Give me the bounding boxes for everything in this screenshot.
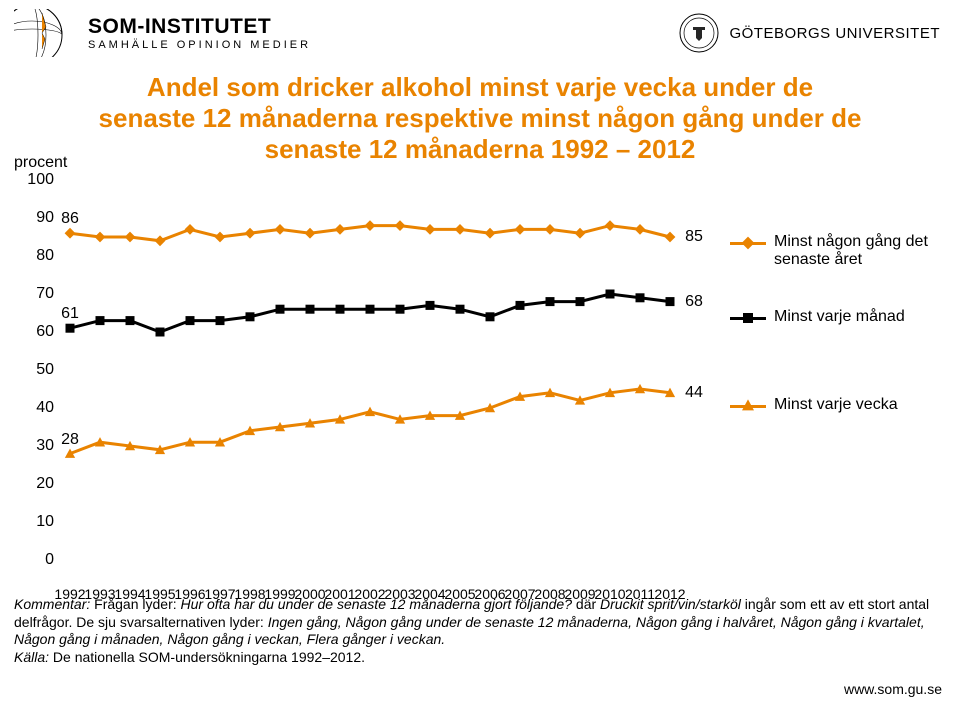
som-text: SOM-INSTITUTET SAMHÄLLE OPINION MEDIER: [88, 16, 311, 51]
series-end-value: 44: [685, 384, 703, 402]
series-start-value: 86: [61, 210, 79, 228]
footer-note: Kommentar: Frågan lyder: Hur ofta har du…: [14, 596, 946, 666]
title-line-2: senaste 12 månaderna respektive minst nå…: [50, 103, 910, 134]
chart-title: Andel som dricker alkohol minst varje ve…: [50, 72, 910, 166]
y-tick-label: 40: [24, 399, 54, 417]
kommentar-question-2: Druckit sprit/vin/starköl: [600, 596, 741, 612]
title-line-1: Andel som dricker alkohol minst varje ve…: [50, 72, 910, 103]
y-tick-label: 70: [24, 285, 54, 303]
y-tick-label: 20: [24, 475, 54, 493]
som-institute-tagline: SAMHÄLLE OPINION MEDIER: [88, 40, 311, 51]
gu-university-name: GÖTEBORGS UNIVERSITET: [729, 25, 940, 42]
kommentar-label: Kommentar:: [14, 596, 90, 612]
site-url: www.som.gu.se: [844, 681, 942, 697]
som-globe-icon: [14, 9, 78, 57]
line-chart: 0102030405060708090100199219931994199519…: [30, 180, 930, 580]
series-start-value: 28: [61, 431, 79, 449]
legend-label: Minst varje vecka: [774, 396, 934, 414]
kalla-text: De nationella SOM-undersökningarna 1992–…: [49, 649, 365, 665]
series-start-value: 61: [61, 305, 79, 323]
y-tick-label: 100: [24, 171, 54, 189]
y-tick-label: 0: [24, 551, 54, 569]
gu-seal-icon: [679, 13, 719, 53]
y-tick-label: 60: [24, 323, 54, 341]
legend-label: Minst varje månad: [774, 308, 934, 326]
series-end-value: 68: [685, 293, 703, 311]
kommentar-question-1: Hur ofta har du under de senaste 12 måna…: [181, 596, 573, 612]
header-bar: SOM-INSTITUTET SAMHÄLLE OPINION MEDIER G…: [0, 0, 960, 60]
kalla-label: Källa:: [14, 649, 49, 665]
series-end-value: 85: [685, 228, 703, 246]
kommentar-text-1: Frågan lyder:: [90, 596, 180, 612]
y-tick-label: 80: [24, 247, 54, 265]
som-institute-name: SOM-INSTITUTET: [88, 16, 311, 37]
y-tick-label: 10: [24, 513, 54, 531]
y-tick-label: 30: [24, 437, 54, 455]
gu-logo-block: GÖTEBORGS UNIVERSITET: [679, 13, 940, 53]
legend-triangle-icon: [742, 399, 754, 410]
y-tick-label: 90: [24, 209, 54, 227]
y-axis-title: procent: [14, 154, 67, 172]
y-tick-label: 50: [24, 361, 54, 379]
som-logo-block: SOM-INSTITUTET SAMHÄLLE OPINION MEDIER: [14, 9, 311, 57]
kommentar-text-2: där: [572, 596, 600, 612]
legend-square-icon: [743, 313, 753, 323]
title-line-3: senaste 12 månaderna 1992 – 2012: [50, 134, 910, 165]
legend-label: Minst någon gång det senaste året: [774, 233, 934, 270]
